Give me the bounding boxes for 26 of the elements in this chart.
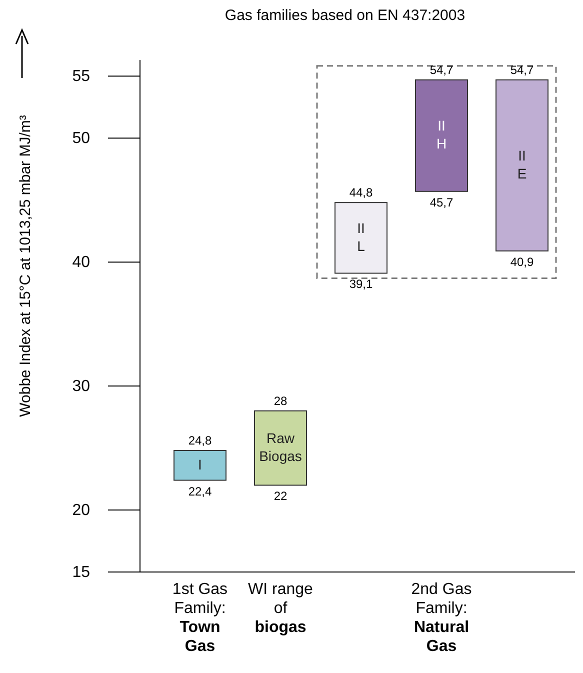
annotation: 40,9 <box>510 254 534 269</box>
annotation: 54,7 <box>430 62 454 77</box>
text: 2nd Gas Family: Natural Gas <box>411 581 472 655</box>
text: 1st Gas Family: Town Gas <box>172 581 228 655</box>
annotation: 44,8 <box>349 186 373 200</box>
y-tick-label: 55 <box>72 68 90 86</box>
y-tick-label: 30 <box>72 378 90 396</box>
x-tick-label: II L <box>357 220 366 254</box>
x-tick-label: Raw Biogas <box>259 430 302 464</box>
annotation: 45,7 <box>430 195 454 210</box>
y-axis-title: Wobbe Index at 15°C at 1013,25 mbar MJ/m³ <box>17 115 34 417</box>
annotation: 24,8 <box>188 434 212 448</box>
x-tick-label: II E <box>517 147 527 182</box>
y-tick-label: 40 <box>72 254 90 272</box>
y-tick-label: 20 <box>72 502 90 520</box>
annotation: 28 <box>274 394 288 408</box>
annotation: 22,4 <box>188 484 212 498</box>
text: WI range of biogas <box>248 581 314 636</box>
annotation: 54,7 <box>510 62 534 77</box>
y-tick-label: 15 <box>72 564 90 582</box>
annotation: 39,1 <box>349 277 373 292</box>
y-tick-label: 50 <box>72 130 90 148</box>
x-tick-label: II H <box>436 117 447 152</box>
chart-title: Gas families based on EN 437:2003 <box>224 7 466 24</box>
annotation: 22 <box>274 489 288 504</box>
x-tick-label: I <box>198 456 202 472</box>
